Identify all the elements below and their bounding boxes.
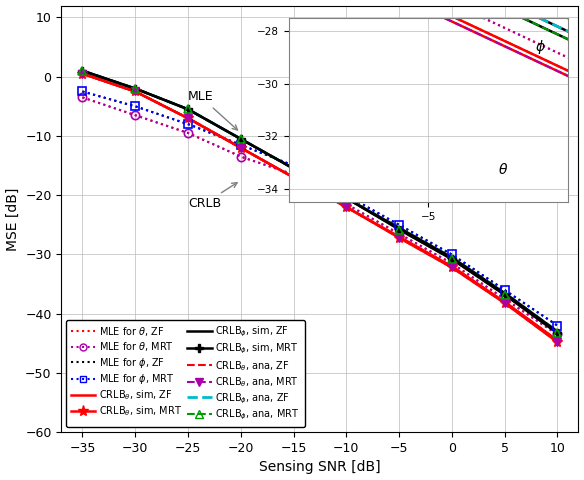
Text: CRLB: CRLB <box>188 183 237 210</box>
Y-axis label: MSE [dB]: MSE [dB] <box>6 187 19 251</box>
Legend: MLE for $\theta$, ZF, MLE for $\theta$, MRT, MLE for $\phi$, ZF, MLE for $\phi$,: MLE for $\theta$, ZF, MLE for $\theta$, … <box>66 320 304 427</box>
X-axis label: Sensing SNR [dB]: Sensing SNR [dB] <box>259 460 381 474</box>
Text: MLE: MLE <box>188 90 238 130</box>
